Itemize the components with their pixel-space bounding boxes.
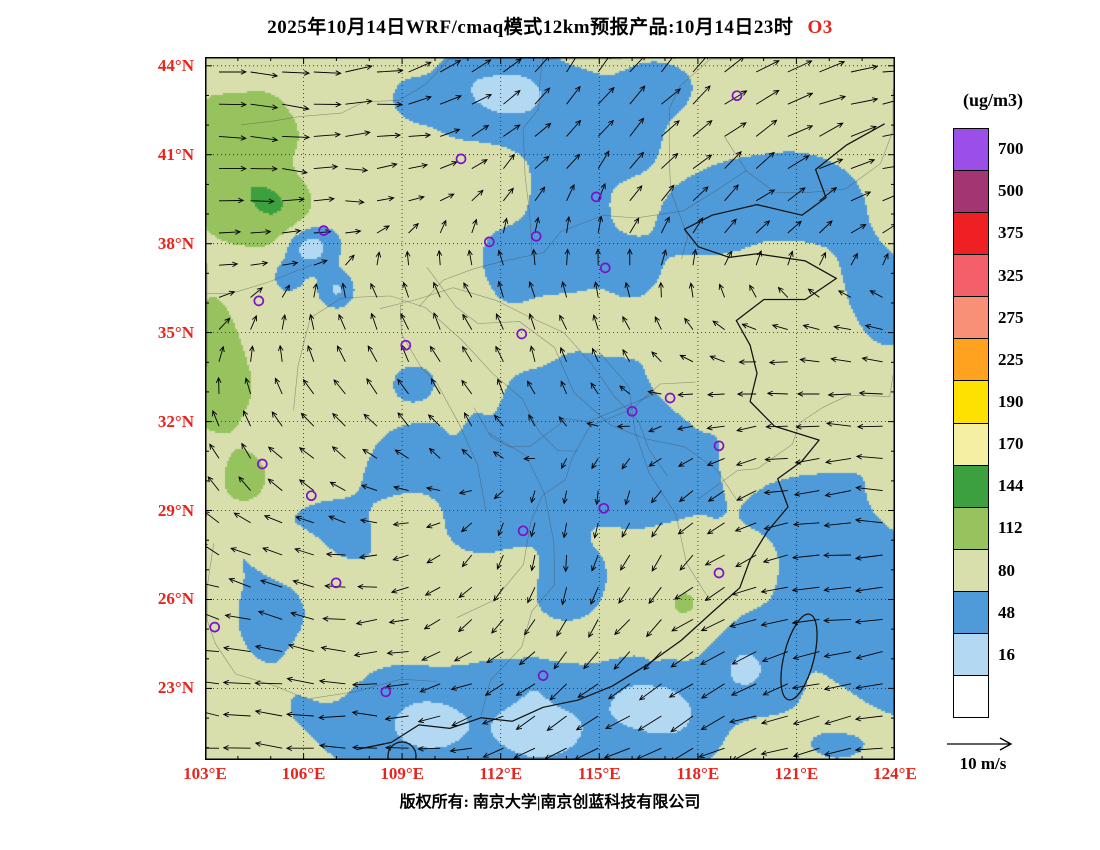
- colorbar-segment: [954, 422, 988, 465]
- colorbar-level-label: 144: [998, 476, 1024, 496]
- colorbar-segment: [954, 675, 988, 718]
- colorbar-segment: [954, 506, 988, 549]
- colorbar-segment: [954, 296, 988, 339]
- grid-lines: [205, 57, 895, 760]
- y-tick-label: 44°N: [157, 55, 194, 75]
- province-borders: [206, 58, 894, 716]
- y-tick-label: 38°N: [157, 233, 194, 253]
- colorbar-segment: [954, 380, 988, 423]
- colorbar-level-label: 225: [998, 349, 1024, 369]
- colorbar-segment: [954, 254, 988, 297]
- x-tick-label: 121°E: [774, 764, 819, 783]
- x-tick-label: 109°E: [380, 764, 424, 783]
- colorbar-segment: [954, 338, 988, 381]
- colorbar-level-label: 700: [998, 139, 1024, 159]
- colorbar-segment: [954, 129, 988, 171]
- title-species: O3: [807, 17, 833, 38]
- y-tick-label: 35°N: [157, 322, 194, 342]
- x-tick-label: 124°E: [873, 764, 917, 783]
- colorbar: [953, 128, 989, 718]
- wind-arrows: [205, 57, 895, 760]
- concentration-field-canvas: [205, 57, 895, 760]
- colorbar-level-label: 80: [998, 560, 1015, 580]
- map-border: [205, 57, 895, 760]
- colorbar-unit-label: (ug/m3): [963, 90, 1023, 110]
- axis-ticks: [205, 57, 895, 760]
- colorbar-level-label: 375: [998, 223, 1024, 243]
- station-markers: [209, 90, 743, 698]
- y-tick-label: 29°N: [157, 500, 194, 520]
- colorbar-level-label: 48: [998, 602, 1015, 622]
- colorbar-level-label: 170: [998, 434, 1024, 454]
- x-tick-label: 115°E: [577, 764, 621, 783]
- map-overlay: [205, 57, 895, 760]
- y-tick-label: 41°N: [157, 144, 194, 164]
- colorbar-segment: [954, 632, 988, 676]
- wind-reference-label: 10 m/s: [959, 754, 1007, 773]
- x-tick-label: 118°E: [676, 764, 720, 783]
- x-tick-label: 112°E: [479, 764, 523, 783]
- colorbar-level-label: 112: [998, 518, 1023, 538]
- figure-title: 2025年10月14日WRF/cmaq模式12km预报产品:10月14日23时 O…: [0, 12, 1100, 39]
- colorbar-segment: [954, 548, 988, 591]
- colorbar-level-label: 325: [998, 265, 1024, 285]
- wind-reference-arrow-icon: [947, 737, 1013, 751]
- colorbar-segment: [954, 464, 988, 507]
- colorbar-level-label: 500: [998, 181, 1024, 201]
- copyright-text: 版权所有: 南京大学|南京创蓝科技有限公司: [399, 794, 701, 811]
- colorbar-segment: [954, 170, 988, 213]
- x-tick-label: 103°E: [183, 764, 227, 783]
- y-tick-label: 26°N: [157, 589, 194, 609]
- colorbar-level-label: 275: [998, 307, 1024, 327]
- coastline: [356, 123, 885, 760]
- colorbar-segment: [954, 212, 988, 255]
- colorbar-level-label: 16: [998, 644, 1015, 664]
- title-main: 2025年10月14日WRF/cmaq模式12km预报产品:10月14日23时: [267, 17, 794, 38]
- y-tick-label: 32°N: [157, 411, 194, 431]
- colorbar-segment: [954, 590, 988, 633]
- map-plot: [205, 57, 895, 760]
- y-tick-label: 23°N: [157, 678, 194, 698]
- x-tick-label: 106°E: [281, 764, 326, 783]
- colorbar-level-label: 190: [998, 391, 1024, 411]
